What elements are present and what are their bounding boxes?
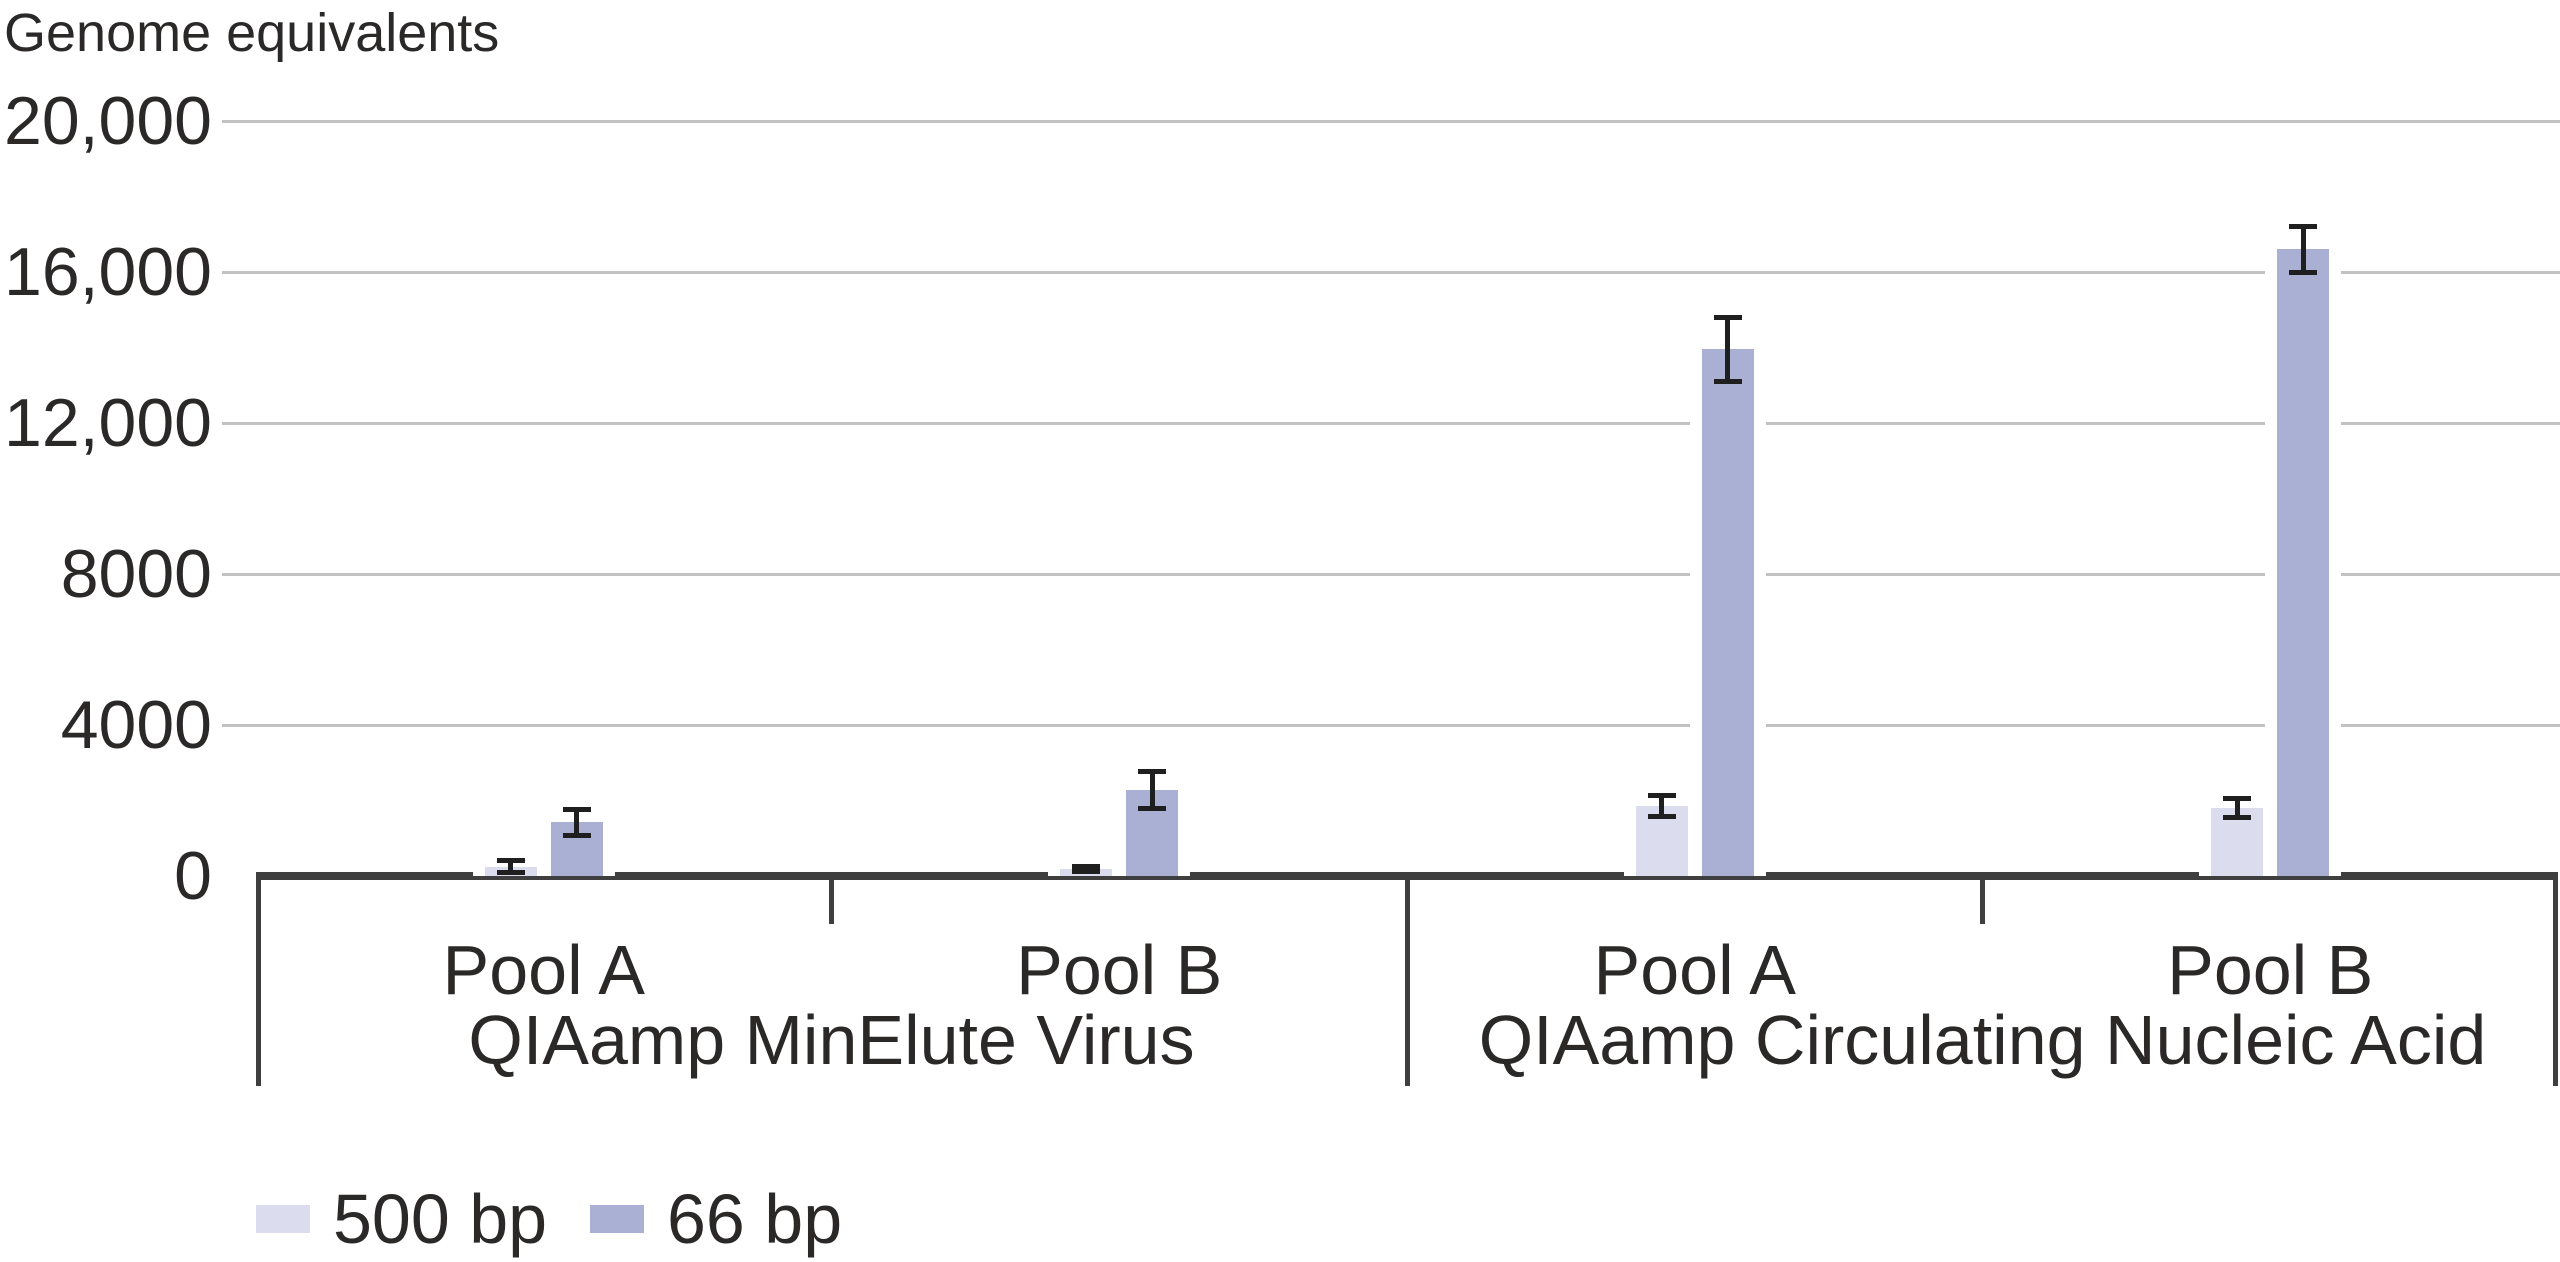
group-divider-0 xyxy=(256,872,261,1086)
error-bar-stem-1-1-1 xyxy=(2300,226,2306,272)
error-bar-cap-top-0-1-1 xyxy=(1138,768,1167,774)
group-label-1: QIAamp Circulating Nucleic Acid xyxy=(1478,1001,2487,1079)
y-tick-label-0: 0 xyxy=(174,838,212,914)
error-bar-stem-1-0-0 xyxy=(1659,795,1665,817)
gridline-20000 xyxy=(222,119,2560,123)
error-bar-cap-bottom-0-1-1 xyxy=(1138,806,1167,812)
legend-item-500bp: 500 bp xyxy=(256,1184,586,1254)
pool-label-0-1: Pool B xyxy=(1016,931,1223,1009)
legend-swatch-66bp xyxy=(590,1205,644,1233)
y-tick-label-8000: 8000 xyxy=(60,536,212,612)
error-bar-cap-bottom-0-1-0 xyxy=(1072,868,1101,874)
y-tick-label-16000: 16,000 xyxy=(4,234,212,310)
chart-title: Genome equivalents xyxy=(4,3,500,63)
error-bar-cap-bottom-0-0-1 xyxy=(562,833,591,839)
legend-item-66bp: 66 bp xyxy=(590,1184,920,1254)
y-tick-label-4000: 4000 xyxy=(60,687,212,763)
pool-tick-1 xyxy=(1980,872,1985,924)
gridline-8000 xyxy=(222,572,2560,576)
pool-label-1-1: Pool B xyxy=(2167,931,2374,1009)
error-bar-cap-top-0-1-0 xyxy=(1072,864,1101,870)
error-bar-cap-top-1-1-0 xyxy=(2223,796,2252,802)
error-bar-cap-top-1-1-1 xyxy=(2289,224,2318,230)
error-bar-cap-bottom-1-0-0 xyxy=(1647,813,1676,819)
group-divider-2 xyxy=(2553,872,2558,1086)
error-bar-stem-0-0-0 xyxy=(508,860,514,873)
bar-1-1-66bp xyxy=(2277,249,2330,876)
pool-label-1-0: Pool A xyxy=(1593,931,1796,1009)
error-bar-cap-top-0-0-0 xyxy=(496,858,525,864)
error-bar-stem-0-1-1 xyxy=(1149,771,1155,809)
error-bar-cap-bottom-1-1-1 xyxy=(2289,269,2318,275)
legend-label-66bp: 66 bp xyxy=(667,1180,843,1258)
error-bar-cap-top-1-0-0 xyxy=(1647,793,1676,799)
error-bar-stem-0-0-1 xyxy=(574,809,580,836)
group-label-0: QIAamp MinElute Virus xyxy=(468,1001,1195,1079)
error-bar-stem-1-0-1 xyxy=(1725,317,1731,382)
pool-tick-0 xyxy=(829,872,834,924)
error-bar-cap-top-1-0-1 xyxy=(1713,314,1742,320)
gridline-4000 xyxy=(222,723,2560,727)
error-bar-cap-top-0-0-1 xyxy=(562,806,591,812)
gridline-12000 xyxy=(222,421,2560,425)
error-bar-cap-bottom-1-0-1 xyxy=(1713,378,1742,384)
y-tick-label-12000: 12,000 xyxy=(4,385,212,461)
bar-1-0-66bp xyxy=(1701,349,1754,876)
group-divider-1 xyxy=(1404,872,1410,1086)
y-tick-label-20000: 20,000 xyxy=(4,83,212,159)
error-bar-cap-bottom-1-1-0 xyxy=(2223,814,2252,820)
legend-swatch-500bp xyxy=(256,1205,310,1233)
pool-label-0-0: Pool A xyxy=(442,931,645,1009)
error-bar-cap-bottom-0-0-0 xyxy=(496,869,525,875)
gridline-16000 xyxy=(222,270,2560,274)
legend-label-500bp: 500 bp xyxy=(333,1180,548,1258)
error-bar-stem-1-1-0 xyxy=(2234,798,2240,818)
